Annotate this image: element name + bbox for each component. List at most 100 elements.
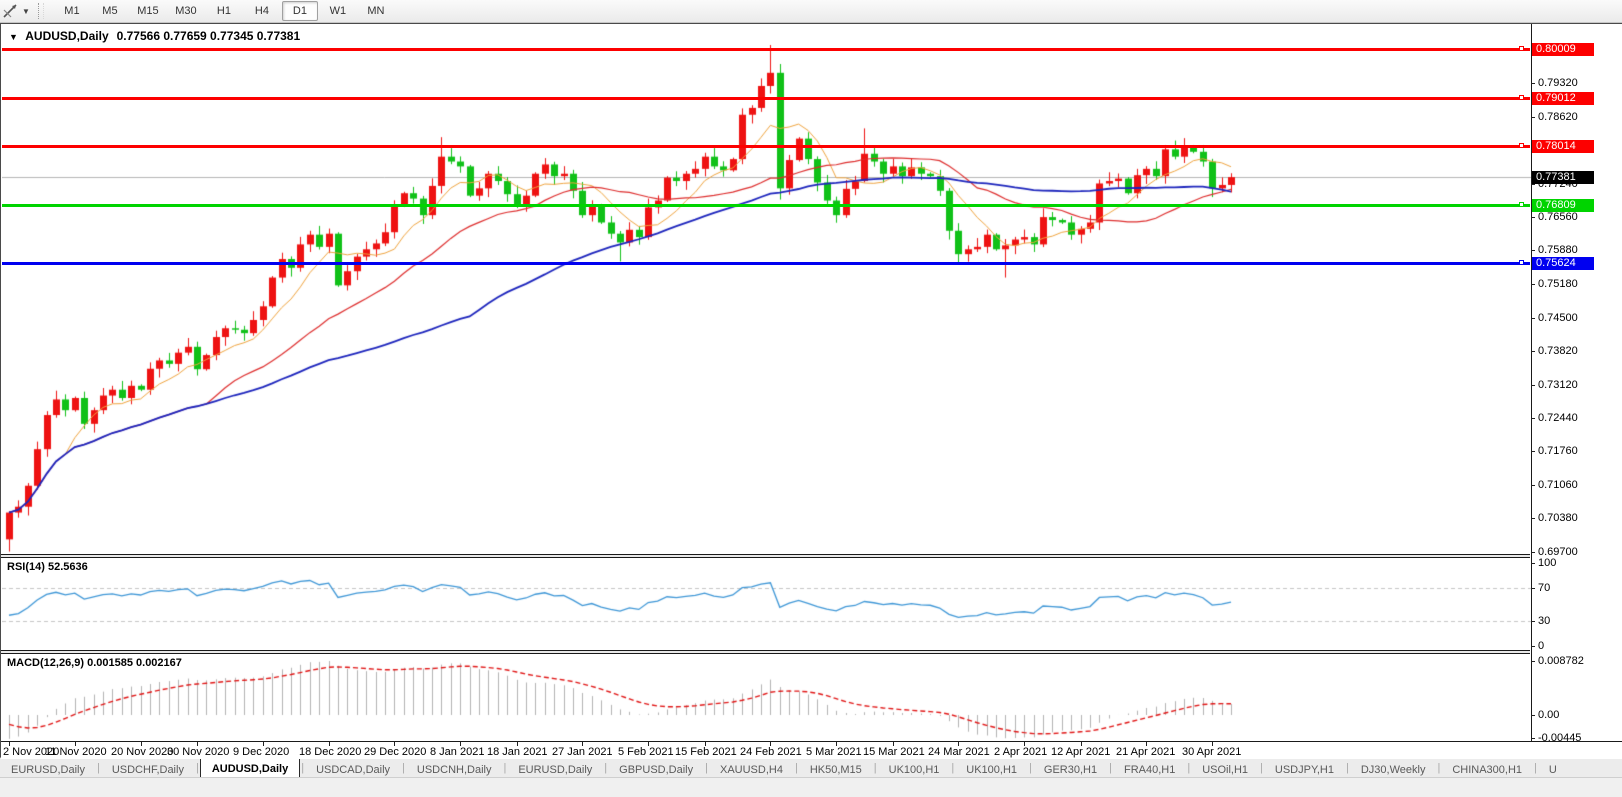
price-label-0.80009: 0.80009 xyxy=(1532,43,1594,56)
timeframe-buttons: M1 M5 M15 M30 H1 H4 D1 W1 MN xyxy=(53,1,395,21)
tab-separator: | xyxy=(195,762,199,774)
date-tick-mark xyxy=(893,742,894,746)
price-tick-mark xyxy=(1531,351,1535,352)
timeframe-button-MN[interactable]: MN xyxy=(367,5,385,17)
hline-0.80009[interactable] xyxy=(2,46,1530,51)
chart-tab-USDJPY-H1[interactable]: USDJPY,H1 xyxy=(1274,763,1334,776)
chart-tab-UK100-H1[interactable]: UK100,H1 xyxy=(888,763,940,776)
bid-price-label: 0.77381 xyxy=(1532,171,1594,184)
tab-separator: | xyxy=(873,762,877,774)
price-tick-mark xyxy=(1531,588,1535,589)
tab-separator: | xyxy=(503,762,507,774)
tab-separator: | xyxy=(604,762,608,774)
tab-separator: | xyxy=(705,762,708,774)
tab-separator: | xyxy=(96,762,100,774)
macd-label: MACD(12,26,9) 0.001585 0.002167 xyxy=(7,657,182,669)
chart-tab-GBPUSD-Daily[interactable]: GBPUSD,Daily xyxy=(619,763,694,776)
date-tick-mark xyxy=(197,742,198,746)
chart-tab-USOil-H1[interactable]: USOil,H1 xyxy=(1202,763,1249,776)
timeframe-button-H4[interactable]: H4 xyxy=(254,5,269,17)
date-label: 5 Mar 2021 xyxy=(806,746,862,758)
date-tick-mark xyxy=(1146,742,1147,746)
price-label-0.75624: 0.75624 xyxy=(1532,257,1594,270)
date-tick-mark xyxy=(1081,742,1082,746)
price-tick-mark xyxy=(1531,284,1535,285)
timeframe-button-D1[interactable]: D1 xyxy=(281,1,318,21)
rsi-scale-70: 70 xyxy=(1538,582,1551,594)
date-tick-mark xyxy=(582,742,583,746)
toolbar-grip[interactable] xyxy=(37,3,44,19)
pane-splitter-rsi[interactable] xyxy=(1,554,1530,558)
macd-indicator-canvas[interactable] xyxy=(2,654,1531,741)
hline-handle[interactable] xyxy=(1519,46,1524,51)
chart-tab-XAUUSD-H4[interactable]: XAUUSD,H4 xyxy=(719,763,783,776)
tab-separator: | xyxy=(1187,762,1191,774)
hline-handle[interactable] xyxy=(1519,95,1524,100)
chart-tab-AUDUSD-Daily[interactable]: AUDUSD,Daily xyxy=(199,758,301,778)
hline-0.76809[interactable] xyxy=(2,202,1530,207)
chart-tab-FRA40-H1[interactable]: FRA40,H1 xyxy=(1123,763,1176,776)
date-tick-mark xyxy=(460,742,461,746)
rsi-scale-100: 100 xyxy=(1538,557,1557,569)
timeframe-button-M5[interactable]: M5 xyxy=(102,5,118,17)
price-tick-label: 0.73120 xyxy=(1538,379,1578,391)
chart-tab-HK50-M15[interactable]: HK50,M15 xyxy=(809,763,862,776)
date-axis[interactable]: 2 Nov 2020 11 Nov 2020 20 Nov 2020 30 Nov 2… xyxy=(1,741,1622,759)
hline-0.78014[interactable] xyxy=(2,143,1530,148)
date-label: 2 Nov 2020 xyxy=(3,746,60,758)
chart-tab-GER30-H1[interactable]: GER30,H1 xyxy=(1043,763,1098,776)
price-tick-mark xyxy=(1531,184,1535,185)
price-tick-mark xyxy=(1531,318,1535,319)
date-label: 24 Feb 2021 xyxy=(740,746,802,758)
tab-separator: | xyxy=(1437,762,1441,774)
timeframe-button-M15[interactable]: M15 xyxy=(137,5,159,17)
status-strip xyxy=(0,777,1622,797)
line-studies-icon[interactable] xyxy=(2,3,20,19)
timeframe-button-H1[interactable]: H1 xyxy=(216,5,231,17)
price-tick-mark xyxy=(1531,552,1535,553)
date-tick-mark xyxy=(394,742,395,746)
chart-tab-UK100-H1[interactable]: UK100,H1 xyxy=(966,763,1018,776)
chart-tab-USDCHF-Daily[interactable]: USDCHF,Daily xyxy=(111,763,184,776)
date-label: 9 Dec 2020 xyxy=(233,746,290,758)
tab-separator: | xyxy=(301,762,305,774)
date-tick-mark xyxy=(958,742,959,746)
timeframe-button-M1[interactable]: M1 xyxy=(64,5,80,17)
tab-separator: | xyxy=(402,762,405,774)
tab-separator: | xyxy=(1029,762,1032,774)
chart-tab-EURUSD-Daily[interactable]: EURUSD,Daily xyxy=(518,763,593,776)
chart-tab-EURUSD-Daily[interactable]: EURUSD,Daily xyxy=(11,763,85,776)
date-tick-mark xyxy=(75,742,76,746)
price-tick-label: 0.75180 xyxy=(1538,278,1578,290)
tab-separator: | xyxy=(1346,762,1349,774)
pane-splitter-macd[interactable] xyxy=(1,650,1530,654)
date-label: 15 Feb 2021 xyxy=(675,746,737,758)
price-chart-canvas[interactable] xyxy=(2,26,1531,554)
date-label: 20 Nov 2020 xyxy=(111,746,174,758)
timeframe-button-M30[interactable]: M30 xyxy=(175,5,197,17)
chart-tab-U[interactable]: U xyxy=(1548,763,1557,776)
price-tick-label: 0.78620 xyxy=(1538,111,1578,123)
macd-scale-label: -0.00445 xyxy=(1538,732,1582,744)
timeframe-toolbar: ▼ M1 M5 M15 M30 H1 H4 D1 W1 MN xyxy=(0,0,1622,23)
chart-tab-DJ30-Weekly[interactable]: DJ30,Weekly xyxy=(1360,763,1426,776)
chart-tab-USDCAD-Daily[interactable]: USDCAD,Daily xyxy=(316,763,391,776)
date-tick-mark xyxy=(705,742,706,746)
date-tick-mark xyxy=(517,742,518,746)
hline-handle[interactable] xyxy=(1519,143,1524,148)
chart-tab-USDCNH-Daily[interactable]: USDCNH,Daily xyxy=(416,763,492,776)
hline-0.75624[interactable] xyxy=(2,260,1530,265)
price-tick-mark xyxy=(1531,715,1535,716)
date-tick-mark xyxy=(1024,742,1025,746)
chart-ohlc-values: 0.77566 0.77659 0.77345 0.77381 xyxy=(116,29,301,43)
hline-handle[interactable] xyxy=(1519,202,1524,207)
hline-handle[interactable] xyxy=(1519,260,1524,265)
timeframe-button-W1[interactable]: W1 xyxy=(329,5,347,17)
price-tick-mark xyxy=(1531,117,1535,118)
toolbar-dropdown-caret-icon[interactable]: ▼ xyxy=(22,6,30,16)
hline-0.79012[interactable] xyxy=(2,95,1530,100)
chart-tab-CHINA300-H1[interactable]: CHINA300,H1 xyxy=(1452,763,1523,776)
symbol-dropdown-caret-icon[interactable]: ▼ xyxy=(9,32,18,42)
price-label-0.78014: 0.78014 xyxy=(1532,140,1594,153)
rsi-indicator-canvas[interactable] xyxy=(2,558,1531,650)
